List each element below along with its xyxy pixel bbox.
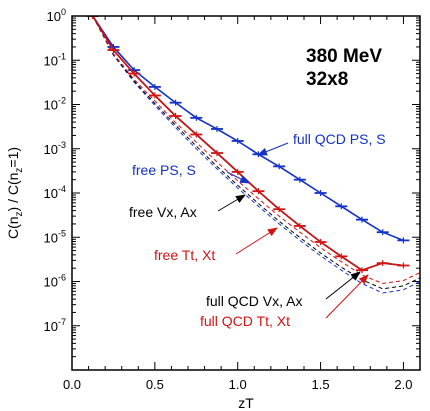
tick-labels: 0.0 0.5 1.0 1.5 2.0 100 10-1 10-2 10-3 10-4 10-5 10… xyxy=(44,7,413,392)
annotation-arrow-free-tt xyxy=(235,227,278,255)
annotation-full-qcd-tt-xt: full QCD Tt, Xt xyxy=(200,313,290,329)
series-free-ps-s xyxy=(92,16,420,294)
annotation-arrow-free-vx xyxy=(217,194,246,212)
y-tick-label: 10-1 xyxy=(44,51,66,68)
y-tick-label: 10-4 xyxy=(44,184,66,201)
x-tick-label: 2.0 xyxy=(394,377,412,392)
plot-frame xyxy=(71,15,421,371)
annotation-free-vx-ax: free Vx, Ax xyxy=(129,204,197,220)
y-tick-label: 100 xyxy=(47,7,66,24)
y-tick-label: 10-2 xyxy=(44,96,66,113)
series-line xyxy=(92,16,420,294)
annotation-arrow-full-qcd-vx xyxy=(325,271,361,300)
annotation-arrow-full-qcd-tt xyxy=(325,274,369,319)
annotation-full-qcd-ps-s: full QCD PS, S xyxy=(293,131,386,147)
annotation-free-tt-xt: free Tt, Xt xyxy=(154,247,215,263)
series-line xyxy=(92,16,420,285)
annotation-arrow-full-qcd-ps xyxy=(257,142,289,156)
series-free-tt-xt xyxy=(92,16,420,285)
lattice-size-label: 32x8 xyxy=(306,69,348,90)
x-tick-label: 0.5 xyxy=(146,377,164,392)
annotation-full-qcd-vx-ax: full QCD Vx, Ax xyxy=(206,293,302,309)
series-line xyxy=(92,16,420,290)
y-tick-label: 10-3 xyxy=(44,140,66,157)
x-tick-label: 0.0 xyxy=(63,377,81,392)
x-tick-label: 1.5 xyxy=(312,377,330,392)
y-tick-label: 10-6 xyxy=(44,273,66,290)
y-tick-label: 10-5 xyxy=(44,228,66,245)
x-tick-label: 1.0 xyxy=(229,377,247,392)
x-axis-title: zT xyxy=(238,395,254,411)
series-line xyxy=(92,16,404,242)
series-free-vx-ax xyxy=(92,16,420,290)
series-full-qcd-ps-s xyxy=(86,16,410,244)
y-tick-label: 10-7 xyxy=(44,317,66,334)
mass-label: 380 MeV xyxy=(306,46,382,67)
annotation-free-ps-s: free PS, S xyxy=(132,162,196,178)
annotation-arrow-free-ps xyxy=(226,171,250,184)
annotations: full QCD PS, S free PS, S free Vx, Ax fr… xyxy=(129,131,386,329)
y-axis-title: C(nz) / C(nz=1) xyxy=(5,147,25,239)
